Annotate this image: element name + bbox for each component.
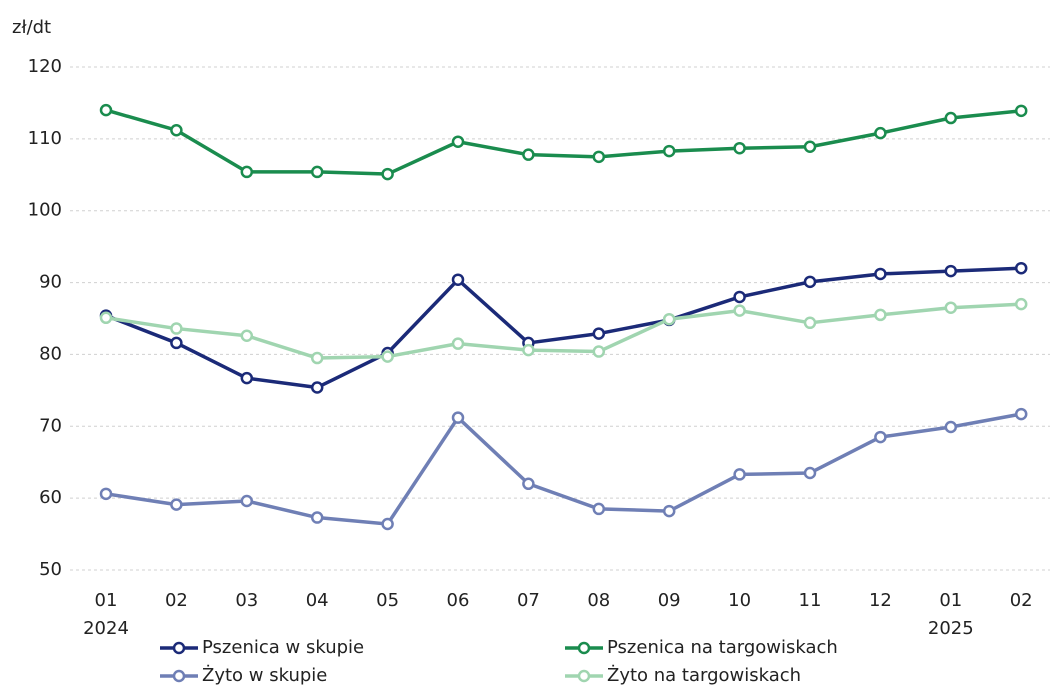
- point: [662, 504, 676, 518]
- point: [381, 350, 394, 363]
- point: [240, 371, 254, 385]
- point: [944, 420, 958, 434]
- point: [451, 135, 465, 148]
- point: [592, 150, 606, 164]
- legend-marker: [577, 669, 591, 683]
- point: [170, 322, 183, 335]
- point: [522, 343, 535, 357]
- y-tick-label: 80: [39, 343, 62, 364]
- x-tick-label: 06: [447, 590, 470, 611]
- x-tick-label: 05: [376, 590, 399, 611]
- x-tick-label: 02: [165, 590, 188, 611]
- point: [733, 468, 746, 481]
- point: [662, 144, 676, 158]
- point: [240, 165, 254, 179]
- x-tick-label: 12: [869, 590, 892, 611]
- y-tick-label: 50: [39, 559, 62, 580]
- point: [803, 466, 817, 480]
- point: [240, 494, 254, 508]
- point: [99, 103, 113, 117]
- y-tick-label: 90: [39, 272, 62, 293]
- legend-marker: [172, 641, 186, 655]
- point: [1014, 407, 1028, 421]
- y-tick-label: 60: [39, 487, 62, 508]
- x-year-label: 2025: [928, 618, 974, 639]
- point: [874, 126, 887, 140]
- series-line: [105, 302, 1022, 360]
- point: [662, 312, 676, 326]
- series-line: [105, 266, 1022, 390]
- point: [451, 411, 465, 424]
- point: [944, 111, 958, 125]
- y-tick-label: 100: [28, 200, 62, 221]
- point: [522, 148, 535, 161]
- series-line: [105, 108, 1022, 176]
- x-tick-label: 03: [235, 590, 258, 611]
- point: [99, 311, 113, 325]
- point: [522, 477, 535, 491]
- x-tick-label: 01: [95, 590, 118, 611]
- point: [310, 511, 324, 524]
- point: [592, 345, 606, 358]
- y-tick-label: 70: [39, 415, 62, 436]
- point: [733, 304, 746, 317]
- point: [592, 327, 606, 340]
- point: [733, 141, 746, 155]
- legend-marker: [172, 669, 186, 683]
- x-tick-label: 04: [306, 590, 329, 611]
- point: [874, 430, 887, 444]
- point: [944, 264, 958, 278]
- point: [381, 167, 394, 181]
- x-tick-label: 08: [587, 590, 610, 611]
- legend-label: Pszenica w skupie: [202, 637, 364, 658]
- y-tick-label: 120: [28, 56, 62, 77]
- point: [381, 517, 394, 531]
- point: [874, 267, 887, 281]
- point: [874, 308, 887, 322]
- y-tick-label: 110: [28, 128, 62, 149]
- point: [170, 498, 183, 511]
- point: [803, 275, 817, 289]
- legend-label: Żyto na targowiskach: [607, 665, 801, 686]
- point: [803, 140, 817, 154]
- point: [592, 502, 606, 516]
- point: [170, 123, 183, 137]
- legend-label: Żyto w skupie: [202, 665, 327, 686]
- point: [733, 290, 746, 304]
- legend-marker: [577, 641, 591, 655]
- y-unit-label: zł/dt: [12, 17, 51, 38]
- x-tick-label: 07: [517, 590, 540, 611]
- point: [1014, 297, 1028, 311]
- x-tick-label: 10: [728, 590, 751, 611]
- series-line: [105, 412, 1022, 526]
- x-tick-label: 01: [939, 590, 962, 611]
- x-tick-label: 02: [1010, 590, 1033, 611]
- point: [944, 301, 958, 314]
- point: [310, 165, 324, 179]
- point: [240, 329, 254, 342]
- point: [451, 337, 465, 350]
- point: [310, 381, 324, 394]
- point: [170, 336, 183, 350]
- point: [1014, 261, 1028, 275]
- point: [1014, 104, 1028, 118]
- point: [310, 351, 324, 365]
- x-tick-label: 11: [799, 590, 822, 611]
- point: [99, 487, 113, 501]
- point: [451, 273, 465, 286]
- x-year-label: 2024: [83, 618, 129, 639]
- x-tick-label: 09: [658, 590, 681, 611]
- point: [803, 316, 817, 330]
- legend-label: Pszenica na targowiskach: [607, 637, 838, 658]
